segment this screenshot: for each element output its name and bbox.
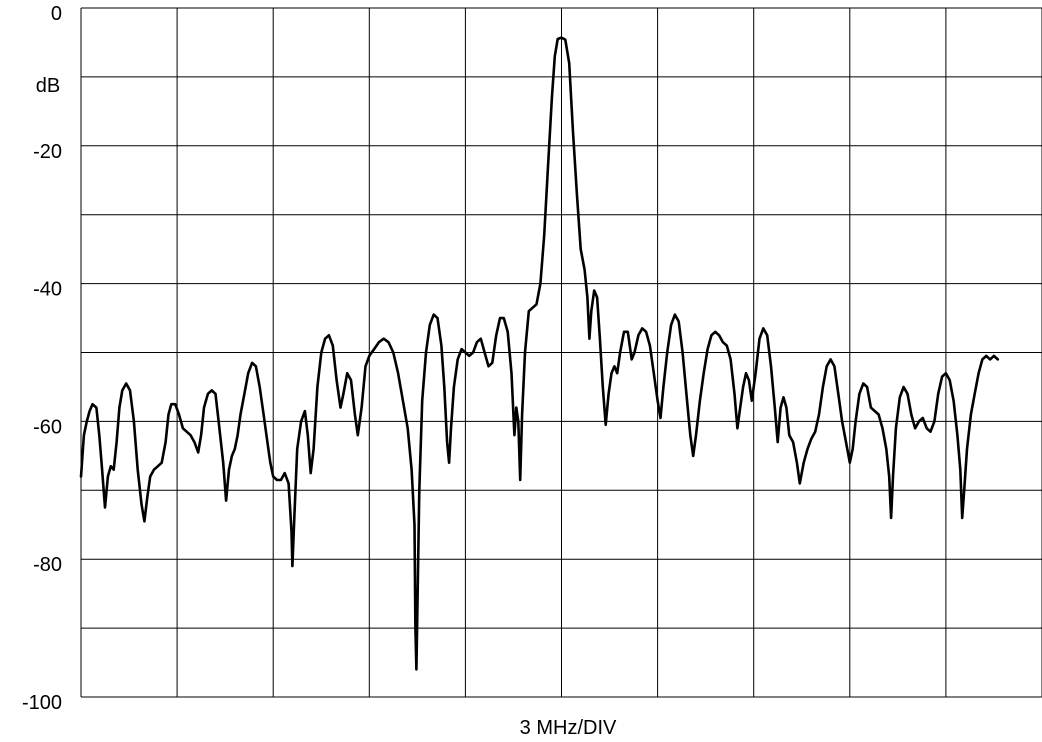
x-axis-label: 3 MHz/DIV xyxy=(520,717,617,739)
y-tick-label: -20 xyxy=(33,141,62,163)
y-tick-label: -40 xyxy=(33,279,62,301)
y-tick-label: 0 xyxy=(51,3,62,25)
y-tick-label: -80 xyxy=(33,554,62,576)
grid xyxy=(80,7,1042,698)
spectrum-trace-line xyxy=(79,36,1000,671)
series-group xyxy=(79,36,1000,671)
y-tick-label: -100 xyxy=(22,692,62,714)
y-tick-label: -60 xyxy=(33,416,62,438)
y-axis-label: dB xyxy=(36,75,60,97)
y-tick-labels: 0 -20 -40 -60 -80 -100 xyxy=(22,3,62,714)
